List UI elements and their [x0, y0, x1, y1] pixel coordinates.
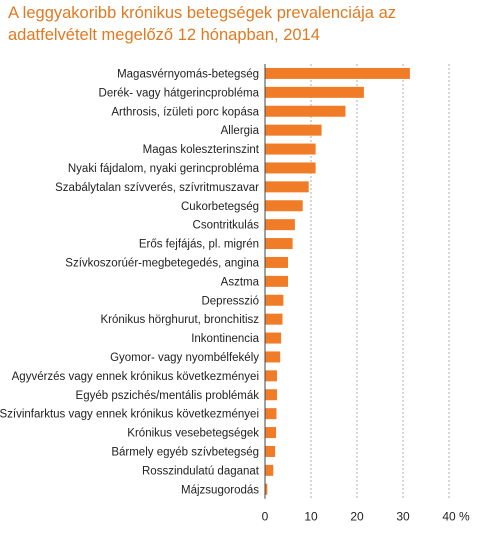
bar — [265, 124, 322, 136]
category-label: Szívkoszorúér-megbetegedés, angina — [65, 257, 259, 269]
bar — [265, 313, 283, 325]
gridlines — [310, 64, 450, 499]
bar — [265, 389, 277, 401]
bar — [265, 483, 268, 495]
category-label: Allergia — [221, 125, 260, 137]
bar — [265, 275, 288, 287]
category-label: Arthrosis, ízületi porc kopása — [111, 106, 259, 118]
x-tick-label: 10 — [304, 510, 318, 524]
x-tick-label: 20 — [350, 510, 364, 524]
bar — [265, 105, 346, 117]
bar — [265, 332, 282, 344]
category-label: Magasvérnyomás-betegség — [117, 68, 259, 80]
bar — [265, 445, 276, 457]
category-label: Bármely egyéb szívbetegség — [111, 446, 259, 458]
x-tick-label: 30 — [396, 510, 410, 524]
category-labels: Magasvérnyomás-betegség Derék- vagy hátge… — [0, 68, 260, 496]
bar — [265, 162, 316, 174]
category-label: Cukorbetegség — [181, 201, 259, 213]
x-tick-label: 0 — [262, 510, 269, 524]
category-label: Krónikus hörghurut, bronchitisz — [100, 314, 259, 326]
bar — [265, 67, 410, 79]
x-axis: 0 10 20 30 40% — [262, 64, 470, 524]
category-label: Szabálytalan szívverés, szívritmuszavar — [55, 182, 259, 194]
category-label: Egyéb pszichés/mentális problémák — [76, 390, 260, 402]
chart-title: A leggyakoribb krónikus betegségek preva… — [8, 4, 396, 44]
bars — [265, 67, 410, 495]
category-label: Magas koleszterinszint — [143, 144, 260, 156]
bar — [265, 294, 284, 306]
bar — [265, 351, 281, 363]
category-label: Krónikus vesebetegségek — [127, 428, 259, 440]
category-label: Depresszió — [201, 295, 259, 307]
category-label: Májzsugorodás — [181, 484, 259, 496]
bar — [265, 200, 303, 212]
bar — [265, 408, 277, 420]
category-label: Erős fejfájás, pl. migrén — [139, 239, 259, 251]
category-label: Rosszindulatú daganat — [142, 465, 260, 477]
category-label: Derék- vagy hátgerincprobléma — [99, 87, 260, 99]
bar — [265, 256, 288, 268]
bar — [265, 219, 295, 231]
category-label: Csontritkulás — [193, 220, 260, 232]
x-tick-label: 40 — [442, 510, 456, 524]
bar — [265, 427, 277, 439]
category-label: Gyomor- vagy nyombélfekély — [110, 352, 259, 364]
bar — [265, 86, 364, 98]
category-label: Asztma — [221, 276, 260, 288]
bar — [265, 143, 316, 155]
category-label: Inkontinencia — [191, 333, 259, 345]
bar — [265, 464, 274, 476]
bar — [265, 370, 277, 382]
x-unit-label: % — [459, 510, 470, 524]
category-label: Szívinfarktus vagy ennek krónikus követk… — [0, 409, 259, 421]
bar — [265, 181, 309, 193]
bar — [265, 238, 293, 250]
category-label: Nyaki fájdalom, nyaki gerincprobléma — [68, 163, 260, 175]
category-label: Agyvérzés vagy ennek krónikus következmé… — [12, 371, 259, 383]
